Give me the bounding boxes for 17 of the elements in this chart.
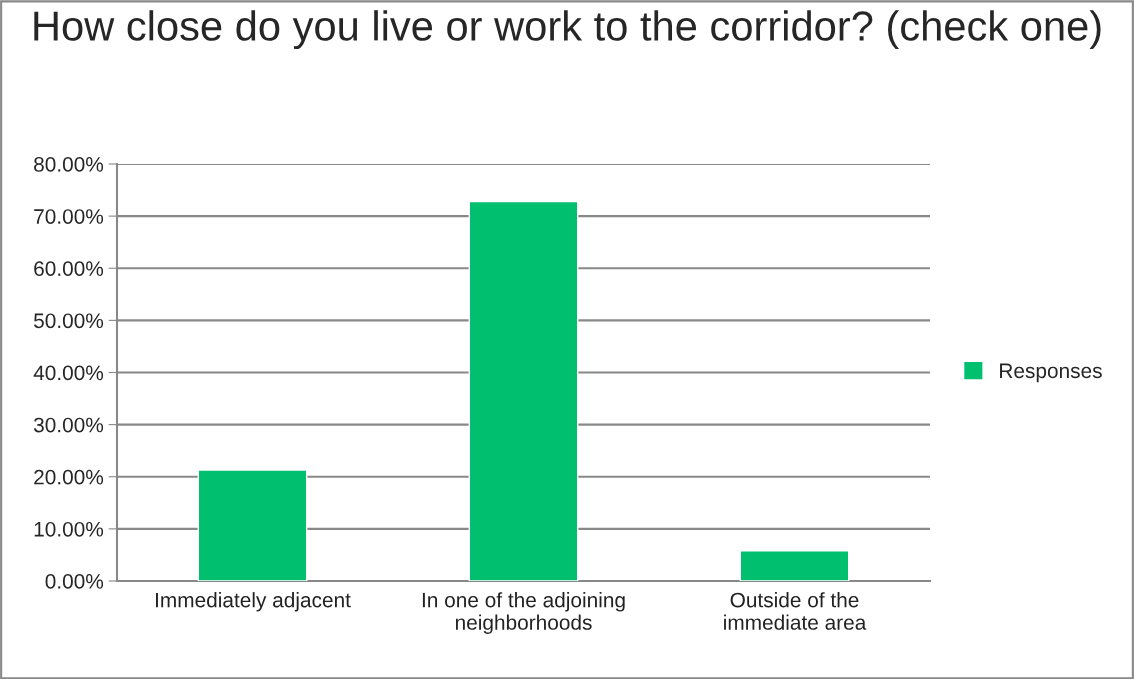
x-tick-label: Outside of the immediate area — [724, 592, 867, 630]
y-tick-label: 20.00% — [34, 469, 104, 485]
y-tick-label: 10.00% — [34, 521, 104, 537]
y-tick-label: 80.00% — [34, 157, 104, 172]
x-tick-label: In one of the adjoining neighborhoods — [422, 592, 625, 634]
bar — [739, 550, 850, 581]
y-tick-label: 50.00% — [33, 313, 104, 329]
y-tick-label: 0.00% — [45, 574, 104, 589]
y-tick-label: 70.00% — [34, 209, 104, 224]
x-tick-label: Immediately adjacent — [156, 592, 351, 612]
chart-title: How close do you live or work to the corridor? (check one) — [34, 10, 1101, 50]
y-tick-label: 40.00% — [33, 365, 104, 381]
y-tick-label: 60.00% — [34, 261, 104, 276]
legend-label: Responses — [1000, 363, 1102, 383]
bar — [197, 469, 308, 581]
bar — [468, 200, 579, 581]
y-tick-label: 30.00% — [33, 417, 104, 433]
